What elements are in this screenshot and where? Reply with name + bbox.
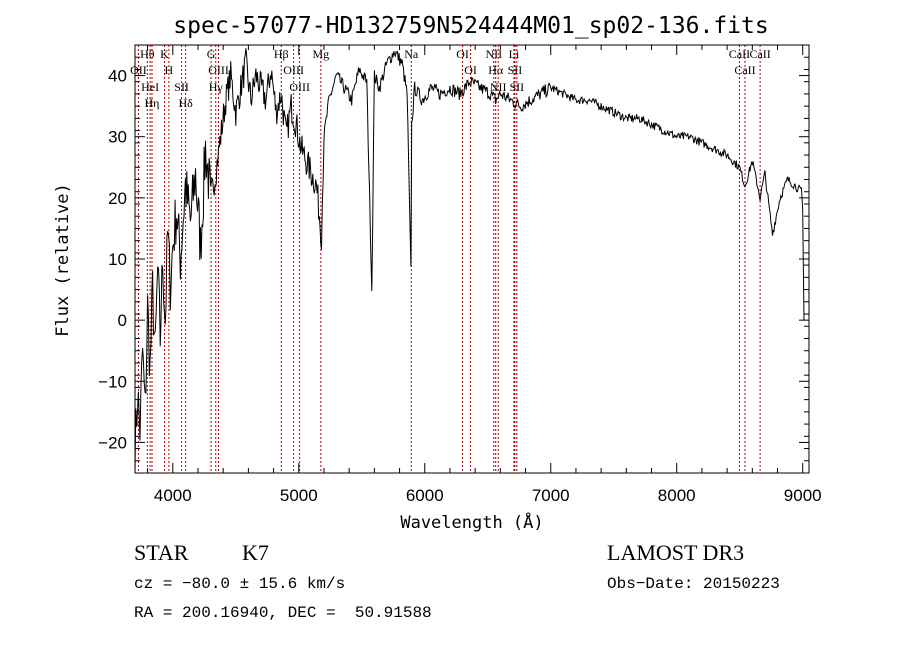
series-layer — [134, 48, 805, 474]
y-axis: −20 −10 0 10 20 30 40 — [98, 44, 809, 474]
line-marker-label: Hα — [488, 63, 504, 77]
y-axis-label: Flux (relative) — [53, 183, 73, 337]
line-marker-label: OIII — [208, 63, 229, 77]
x-axis-label: Wavelength (Å) — [400, 511, 543, 533]
redshift-cz: cz = −80.0 ± 15.6 km/s — [134, 575, 346, 593]
x-tick-label: 6000 — [406, 486, 444, 505]
x-tick-label: 9000 — [784, 486, 822, 505]
line-marker-label: OIII — [283, 63, 304, 77]
line-marker-label: OIII — [289, 80, 310, 94]
line-marker-label: NII — [490, 80, 507, 94]
object-subclass: K7 — [242, 540, 269, 565]
survey-name: LAMOST DR3 — [607, 540, 745, 565]
y-tick-label: 0 — [118, 311, 127, 330]
line-marker-label: CaII — [749, 47, 770, 61]
line-marker-label: CaII — [729, 47, 750, 61]
line-marker-label: OI — [464, 63, 477, 77]
coordinates: RA = 200.16940, DEC = 50.91588 — [134, 604, 432, 622]
line-marker-label: HeI — [141, 80, 159, 94]
line-marker-label: Hγ — [209, 80, 224, 94]
line-marker-label: SII — [510, 80, 525, 94]
line-marker-label: Hδ — [178, 96, 193, 110]
line-marker-label: Na — [404, 47, 419, 61]
y-tick-label: 10 — [108, 250, 127, 269]
line-marker-label: Mg — [312, 47, 329, 61]
x-tick-label: 8000 — [658, 486, 696, 505]
x-tick-label: 4000 — [154, 486, 192, 505]
line-marker-label: Hη — [145, 96, 160, 110]
line-marker-label: Li — [509, 47, 520, 61]
series-line — [134, 48, 805, 474]
x-tick-label: 5000 — [280, 486, 318, 505]
line-marker-label: Hβ — [274, 47, 289, 61]
line-marker-label: SII — [508, 63, 523, 77]
line-marker-label: NII — [485, 47, 502, 61]
observation-date: Obs−Date: 20150223 — [607, 575, 780, 593]
x-axis: 4000 5000 6000 7000 8000 9000 — [147, 45, 822, 505]
line-marker-label: CaII — [734, 63, 755, 77]
line-marker-label: G — [207, 47, 216, 61]
y-tick-label: −20 — [98, 433, 127, 452]
line-marker-label: SII — [174, 80, 189, 94]
line-marker-label: H — [165, 63, 174, 77]
line-marker-label: Hθ — [140, 47, 155, 61]
x-tick-label: 7000 — [532, 486, 570, 505]
y-tick-label: 40 — [108, 67, 127, 86]
line-marker-label: K — [160, 47, 169, 61]
line-marker-label: OII — [130, 63, 147, 77]
line-marker-label: OI — [456, 47, 469, 61]
chart-title: spec-57077-HD132759N524444M01_sp02-136.f… — [173, 13, 768, 39]
object-class: STAR — [134, 540, 189, 565]
y-tick-label: 30 — [108, 128, 127, 147]
y-tick-label: 20 — [108, 189, 127, 208]
y-tick-label: −10 — [98, 372, 127, 391]
